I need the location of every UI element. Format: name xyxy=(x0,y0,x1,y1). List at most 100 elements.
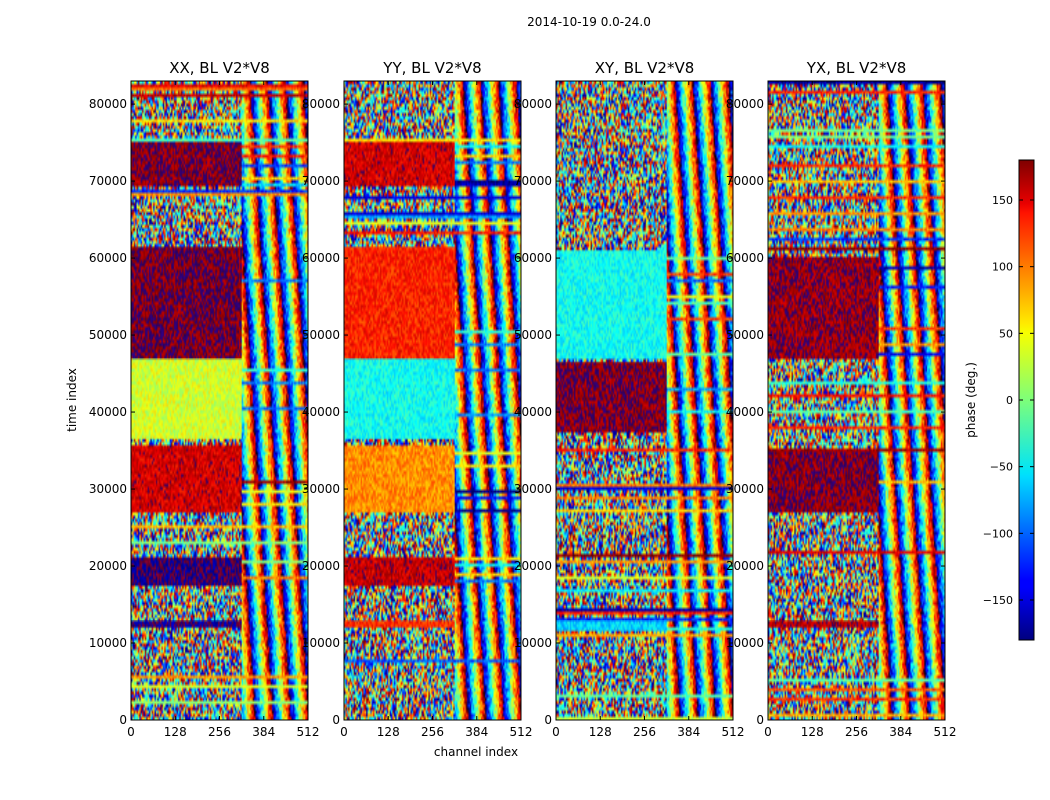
figure-suptitle: 2014-10-19 0.0-24.0 xyxy=(527,15,651,29)
x-tick-label: 256 xyxy=(208,725,231,739)
y-axis-label: time index xyxy=(65,368,79,432)
panel-yy: YY, BL V2*V8 0 128 256 384 512 0 10000 20000 3000… xyxy=(302,59,533,739)
y-tick-label: 50000 xyxy=(302,328,340,342)
y-tick-label: 50000 xyxy=(89,328,127,342)
phase-block xyxy=(131,358,242,439)
x-tick-label: 0 xyxy=(127,725,135,739)
x-tick-label: 384 xyxy=(677,725,700,739)
phase-block xyxy=(768,450,879,513)
x-tick-label: 384 xyxy=(465,725,488,739)
phase-block xyxy=(344,142,455,185)
x-tick-label: 512 xyxy=(297,725,320,739)
panel-title: XY, BL V2*V8 xyxy=(595,59,695,77)
y-tick-label: 40000 xyxy=(726,405,764,419)
phase-block xyxy=(131,558,242,586)
panel-yx: YX, BL V2*V8 0 128 256 384 512 0 10000 20000 3000… xyxy=(726,59,957,739)
panel-xx: XX, BL V2*V8 0 128 256 384 512 0 10000 20000 3000… xyxy=(89,59,320,739)
colorbar: −150 −100 −50 0 50 100 150 xyxy=(983,159,1035,641)
panel-title: YY, BL V2*V8 xyxy=(382,59,481,77)
y-tick-label: 30000 xyxy=(302,482,340,496)
x-tick-label: 512 xyxy=(510,725,533,739)
phase-block xyxy=(344,558,455,586)
x-tick-label: 0 xyxy=(552,725,560,739)
panel-title: XX, BL V2*V8 xyxy=(169,59,270,77)
y-tick-label: 60000 xyxy=(302,251,340,265)
y-tick-label: 60000 xyxy=(514,251,552,265)
phase-block xyxy=(768,619,879,628)
phase-block xyxy=(344,246,455,359)
x-tick-label: 384 xyxy=(252,725,275,739)
phase-block xyxy=(556,250,667,359)
x-tick-label: 256 xyxy=(845,725,868,739)
x-tick-label: 512 xyxy=(722,725,745,739)
y-tick-label: 80000 xyxy=(302,97,340,111)
phase-block xyxy=(344,358,455,439)
panel-title: YX, BL V2*V8 xyxy=(806,59,907,77)
x-tick-label: 256 xyxy=(633,725,656,739)
y-tick-label: 30000 xyxy=(89,482,127,496)
phase-heatmap-image xyxy=(556,81,733,720)
x-tick-label: 384 xyxy=(889,725,912,739)
phase-block xyxy=(131,619,242,628)
y-tick-label: 70000 xyxy=(514,174,552,188)
y-tick-label: 10000 xyxy=(514,636,552,650)
colorbar-tick-label: −150 xyxy=(983,594,1013,607)
x-tick-label: 0 xyxy=(340,725,348,739)
x-tick-label: 128 xyxy=(377,725,400,739)
phase-block xyxy=(344,446,455,513)
panel-xy: XY, BL V2*V8 0 128 256 384 512 0 10000 20000 3000… xyxy=(514,59,745,739)
phase-block xyxy=(131,446,242,513)
y-tick-label: 20000 xyxy=(726,559,764,573)
y-tick-label: 70000 xyxy=(89,174,127,188)
phase-block xyxy=(556,619,667,632)
y-tick-label: 70000 xyxy=(726,174,764,188)
y-tick-label: 80000 xyxy=(726,97,764,111)
phase-block xyxy=(131,246,242,359)
phase-block xyxy=(131,142,242,185)
panels: XX, BL V2*V8 0 128 256 384 512 0 10000 20000 3000… xyxy=(89,59,957,739)
phase-block xyxy=(768,258,879,359)
x-tick-label: 128 xyxy=(164,725,187,739)
y-tick-label: 50000 xyxy=(514,328,552,342)
x-tick-label: 128 xyxy=(801,725,824,739)
y-tick-label: 80000 xyxy=(514,97,552,111)
x-tick-label: 128 xyxy=(589,725,612,739)
y-tick-label: 50000 xyxy=(726,328,764,342)
phase-block xyxy=(556,362,667,432)
y-tick-label: 0 xyxy=(544,713,552,727)
y-tick-label: 40000 xyxy=(89,405,127,419)
y-tick-label: 80000 xyxy=(89,97,127,111)
y-tick-label: 10000 xyxy=(302,636,340,650)
y-tick-label: 20000 xyxy=(89,559,127,573)
colorbar-label: phase (deg.) xyxy=(964,362,978,438)
y-tick-label: 70000 xyxy=(302,174,340,188)
y-tick-label: 20000 xyxy=(302,559,340,573)
y-tick-label: 0 xyxy=(756,713,764,727)
y-tick-label: 10000 xyxy=(89,636,127,650)
y-tick-label: 30000 xyxy=(514,482,552,496)
x-tick-label: 0 xyxy=(764,725,772,739)
x-tick-label: 512 xyxy=(934,725,957,739)
x-tick-label: 256 xyxy=(421,725,444,739)
colorbar-tick-label: −50 xyxy=(990,461,1013,474)
colorbar-tick-label: 0 xyxy=(1006,394,1013,407)
y-tick-label: 60000 xyxy=(89,251,127,265)
y-tick-label: 0 xyxy=(332,713,340,727)
x-axis-label: channel index xyxy=(434,745,518,759)
y-tick-label: 40000 xyxy=(302,405,340,419)
phase-heatmap-image xyxy=(344,81,521,720)
y-tick-label: 0 xyxy=(119,713,127,727)
y-tick-label: 40000 xyxy=(514,405,552,419)
phase-block xyxy=(344,619,455,628)
colorbar-tick-label: −100 xyxy=(983,527,1013,540)
phase-heatmap-image xyxy=(768,81,945,720)
phase-heatmap-image xyxy=(131,81,308,720)
y-tick-label: 20000 xyxy=(514,559,552,573)
y-tick-label: 10000 xyxy=(726,636,764,650)
colorbar-tick-label: 150 xyxy=(992,194,1013,207)
colorbar-tick-label: 100 xyxy=(992,261,1013,274)
colorbar-tick-label: 50 xyxy=(999,327,1013,340)
y-tick-label: 30000 xyxy=(726,482,764,496)
y-tick-label: 60000 xyxy=(726,251,764,265)
